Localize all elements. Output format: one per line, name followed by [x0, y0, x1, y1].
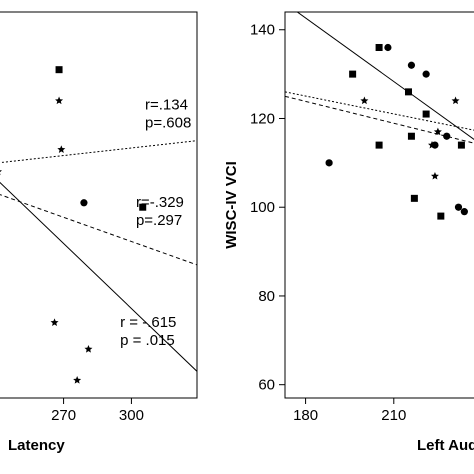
correlation-annotation: p = .015 — [120, 332, 175, 349]
correlation-annotation: r=.134 — [145, 97, 188, 114]
plot-area — [0, 66, 197, 384]
y-tick-label: 80 — [258, 288, 275, 305]
data-point-star — [57, 145, 66, 153]
right-panel: 180 210 60 80 100 120 140 Left Aud WISC-IV VCI — [223, 11, 474, 454]
correlation-annotation: r = -.615 — [120, 314, 176, 331]
fit-line-dotted — [285, 91, 474, 131]
y-tick-label: 120 — [250, 110, 275, 127]
data-point-square — [404, 88, 412, 96]
data-point-star — [0, 170, 2, 176]
data-point-square — [410, 194, 418, 202]
data-point-square — [349, 70, 357, 78]
data-point-square — [375, 43, 383, 51]
correlation-annotation: r=-.329 — [136, 194, 184, 211]
data-point-circle — [384, 43, 392, 52]
data-point-circle — [407, 61, 416, 69]
data-point-star — [84, 345, 93, 353]
data-point-square — [139, 203, 147, 211]
data-point-circle — [443, 132, 451, 140]
data-point-square — [407, 132, 415, 140]
plot-frame — [284, 11, 474, 399]
x-tick-label: 210 — [381, 407, 406, 424]
data-point-square — [457, 141, 465, 149]
data-point-square — [437, 212, 445, 220]
plot-area — [285, 12, 474, 220]
y-tick-label: 140 — [250, 22, 275, 39]
x-tick-label: 180 — [293, 407, 318, 424]
data-point-star — [55, 96, 64, 105]
correlation-annotation: p=.297 — [136, 212, 182, 229]
data-point-square — [375, 141, 383, 149]
y-tick-label: 100 — [250, 199, 275, 216]
data-point-circle — [454, 203, 463, 211]
data-point-star — [451, 96, 460, 105]
x-tick-label: 300 — [119, 407, 144, 424]
data-point-star — [360, 96, 369, 105]
plot-frame — [0, 11, 198, 399]
fit-line-solid — [0, 181, 197, 372]
data-point-circle — [422, 70, 430, 78]
data-point-circle — [460, 208, 468, 216]
data-point-star — [428, 140, 437, 149]
fit-line-solid — [296, 12, 474, 140]
fit-line-dotted — [0, 140, 197, 164]
data-point-circle — [325, 159, 333, 167]
x-axis-label: Left Aud — [417, 437, 474, 454]
y-axis-label: WISC-IV VCI — [223, 161, 240, 249]
data-point-square — [422, 110, 430, 118]
data-point-star — [73, 376, 82, 384]
data-point-star — [50, 318, 59, 326]
correlation-annotation: p=.608 — [145, 114, 191, 131]
fit-line-dashed — [0, 194, 197, 266]
y-tick-label: 60 — [258, 377, 275, 394]
data-point-square — [55, 66, 63, 74]
data-point-star — [433, 127, 442, 136]
x-axis-label: Latency — [8, 437, 65, 454]
data-point-star — [430, 171, 439, 180]
data-point-circle — [80, 199, 88, 207]
x-tick-label: 270 — [51, 407, 76, 424]
